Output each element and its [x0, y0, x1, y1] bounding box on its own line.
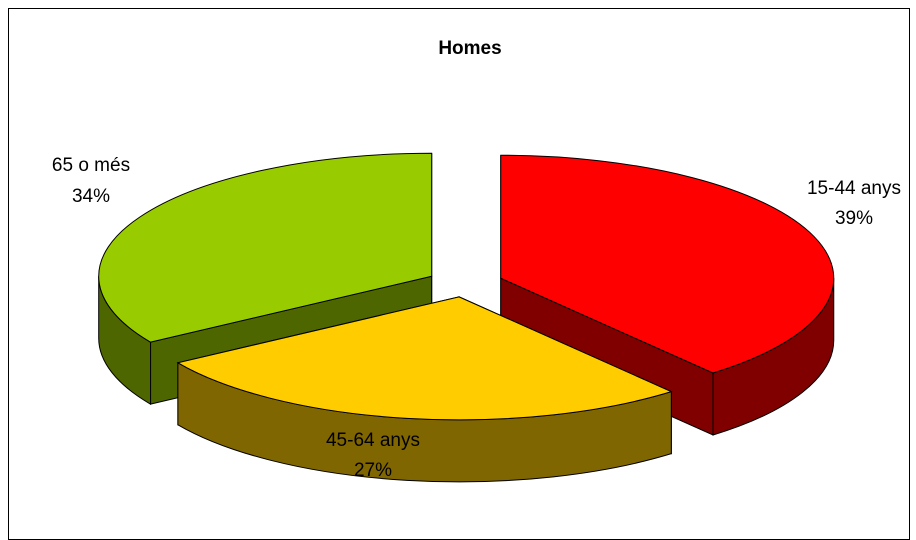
slices-layer — [98, 152, 835, 483]
value-label-15-44: 39% — [835, 208, 873, 229]
value-label-45-64: 27% — [354, 460, 392, 481]
pie-slice-top-45-64 — [176, 296, 673, 421]
category-label-45-64: 45-64 anys — [326, 430, 420, 451]
chart-title: Homes — [438, 38, 501, 59]
category-label-15-44: 15-44 anys — [807, 178, 901, 199]
pie-slice-45-64 — [176, 296, 673, 483]
pie-slice-top-65-plus — [98, 152, 433, 343]
category-label-65-plus: 65 o més — [52, 155, 130, 176]
value-label-65-plus: 34% — [72, 186, 110, 207]
pie-slice-top-15-44 — [500, 154, 835, 374]
